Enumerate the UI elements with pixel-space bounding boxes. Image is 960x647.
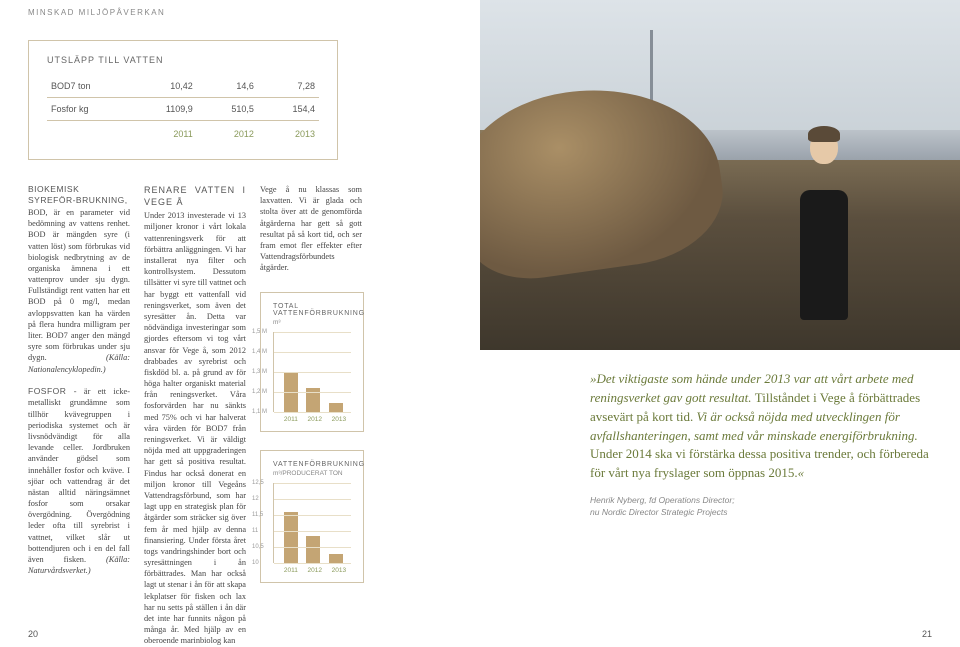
- body: Vege å nu klassas som laxvatten. Vi är g…: [260, 184, 362, 274]
- xlabel: 2013: [332, 416, 346, 423]
- body: - är ett icke-metalliskt grundämne som t…: [28, 387, 130, 564]
- lead-term: FOSFOR: [28, 386, 66, 396]
- xlabel: 2013: [332, 567, 346, 574]
- chart-area: 1,5 M1,4 M1,3 M1,2 M1,1 M: [273, 332, 351, 412]
- row-label: Fosfor kg: [47, 98, 127, 121]
- chart-title: TOTAL VATTENFÖRBRUKNING: [273, 303, 351, 317]
- pull-quote: »Det viktigaste som hände under 2013 var…: [590, 370, 930, 519]
- row-label: BOD7 ton: [47, 75, 127, 98]
- chart-xlabels: 2011 2012 2013: [273, 567, 351, 574]
- cell: 10,42: [127, 75, 197, 98]
- cell: 7,28: [258, 75, 319, 98]
- xlabel: 2011: [284, 567, 298, 574]
- text-columns: BIOKEMISK SYREFÖR-BRUKNING, BOD, är en p…: [28, 184, 468, 647]
- column-3: Vege å nu klassas som laxvatten. Vi är g…: [260, 184, 362, 647]
- quote-text: »Det viktigaste som hände under 2013 var…: [590, 370, 930, 483]
- cell: 510,5: [197, 98, 258, 121]
- person-portrait: [780, 100, 870, 320]
- chart-area: 12,51211,51110,510: [273, 483, 351, 563]
- cell: 154,4: [258, 98, 319, 121]
- table-row: BOD7 ton 10,42 14,6 7,28: [47, 75, 319, 98]
- body: BOD, är en parameter vid bedömning av va…: [28, 208, 130, 362]
- left-page-content: UTSLÄPP TILL VATTEN BOD7 ton 10,42 14,6 …: [28, 40, 468, 647]
- year: 2012: [197, 121, 258, 146]
- lead-term: BIOKEMISK SYREFÖR-BRUKNING,: [28, 184, 128, 205]
- year: 2011: [127, 121, 197, 146]
- emissions-table: UTSLÄPP TILL VATTEN BOD7 ton 10,42 14,6 …: [28, 40, 338, 160]
- section-head: RENARE VATTEN I VEGE Å: [144, 184, 246, 208]
- cell: 14,6: [197, 75, 258, 98]
- chart-xlabels: 2011 2012 2013: [273, 416, 351, 423]
- year: 2013: [258, 121, 319, 146]
- page-number-right: 21: [922, 629, 932, 639]
- table-title: UTSLÄPP TILL VATTEN: [47, 55, 319, 65]
- cell: 1109,9: [127, 98, 197, 121]
- table-row: Fosfor kg 1109,9 510,5 154,4: [47, 98, 319, 121]
- running-head-left: MINSKAD MILJÖPÅVERKAN: [28, 8, 165, 17]
- chart-unit: m³: [273, 319, 351, 326]
- quote-author: Henrik Nyberg, fd Operations Director; n…: [590, 495, 930, 519]
- table-row: 2011 2012 2013: [47, 121, 319, 146]
- data-table: BOD7 ton 10,42 14,6 7,28 Fosfor kg 1109,…: [47, 75, 319, 145]
- body: Under 2013 investerade vi 13 miljoner kr…: [144, 211, 246, 645]
- hero-photo: [480, 0, 960, 350]
- chart-water-per-ton: VATTENFÖRBRUKNING m³/PRODUCERAT TON 12,5…: [260, 450, 364, 583]
- xlabel: 2012: [308, 416, 322, 423]
- column-2: RENARE VATTEN I VEGE Å Under 2013 invest…: [144, 184, 246, 647]
- chart-title: VATTENFÖRBRUKNING: [273, 461, 351, 468]
- xlabel: 2012: [308, 567, 322, 574]
- xlabel: 2011: [284, 416, 298, 423]
- chart-total-water: TOTAL VATTENFÖRBRUKNING m³ 1,5 M1,4 M1,3…: [260, 292, 364, 432]
- column-1: BIOKEMISK SYREFÖR-BRUKNING, BOD, är en p…: [28, 184, 130, 647]
- chart-unit: m³/PRODUCERAT TON: [273, 470, 351, 477]
